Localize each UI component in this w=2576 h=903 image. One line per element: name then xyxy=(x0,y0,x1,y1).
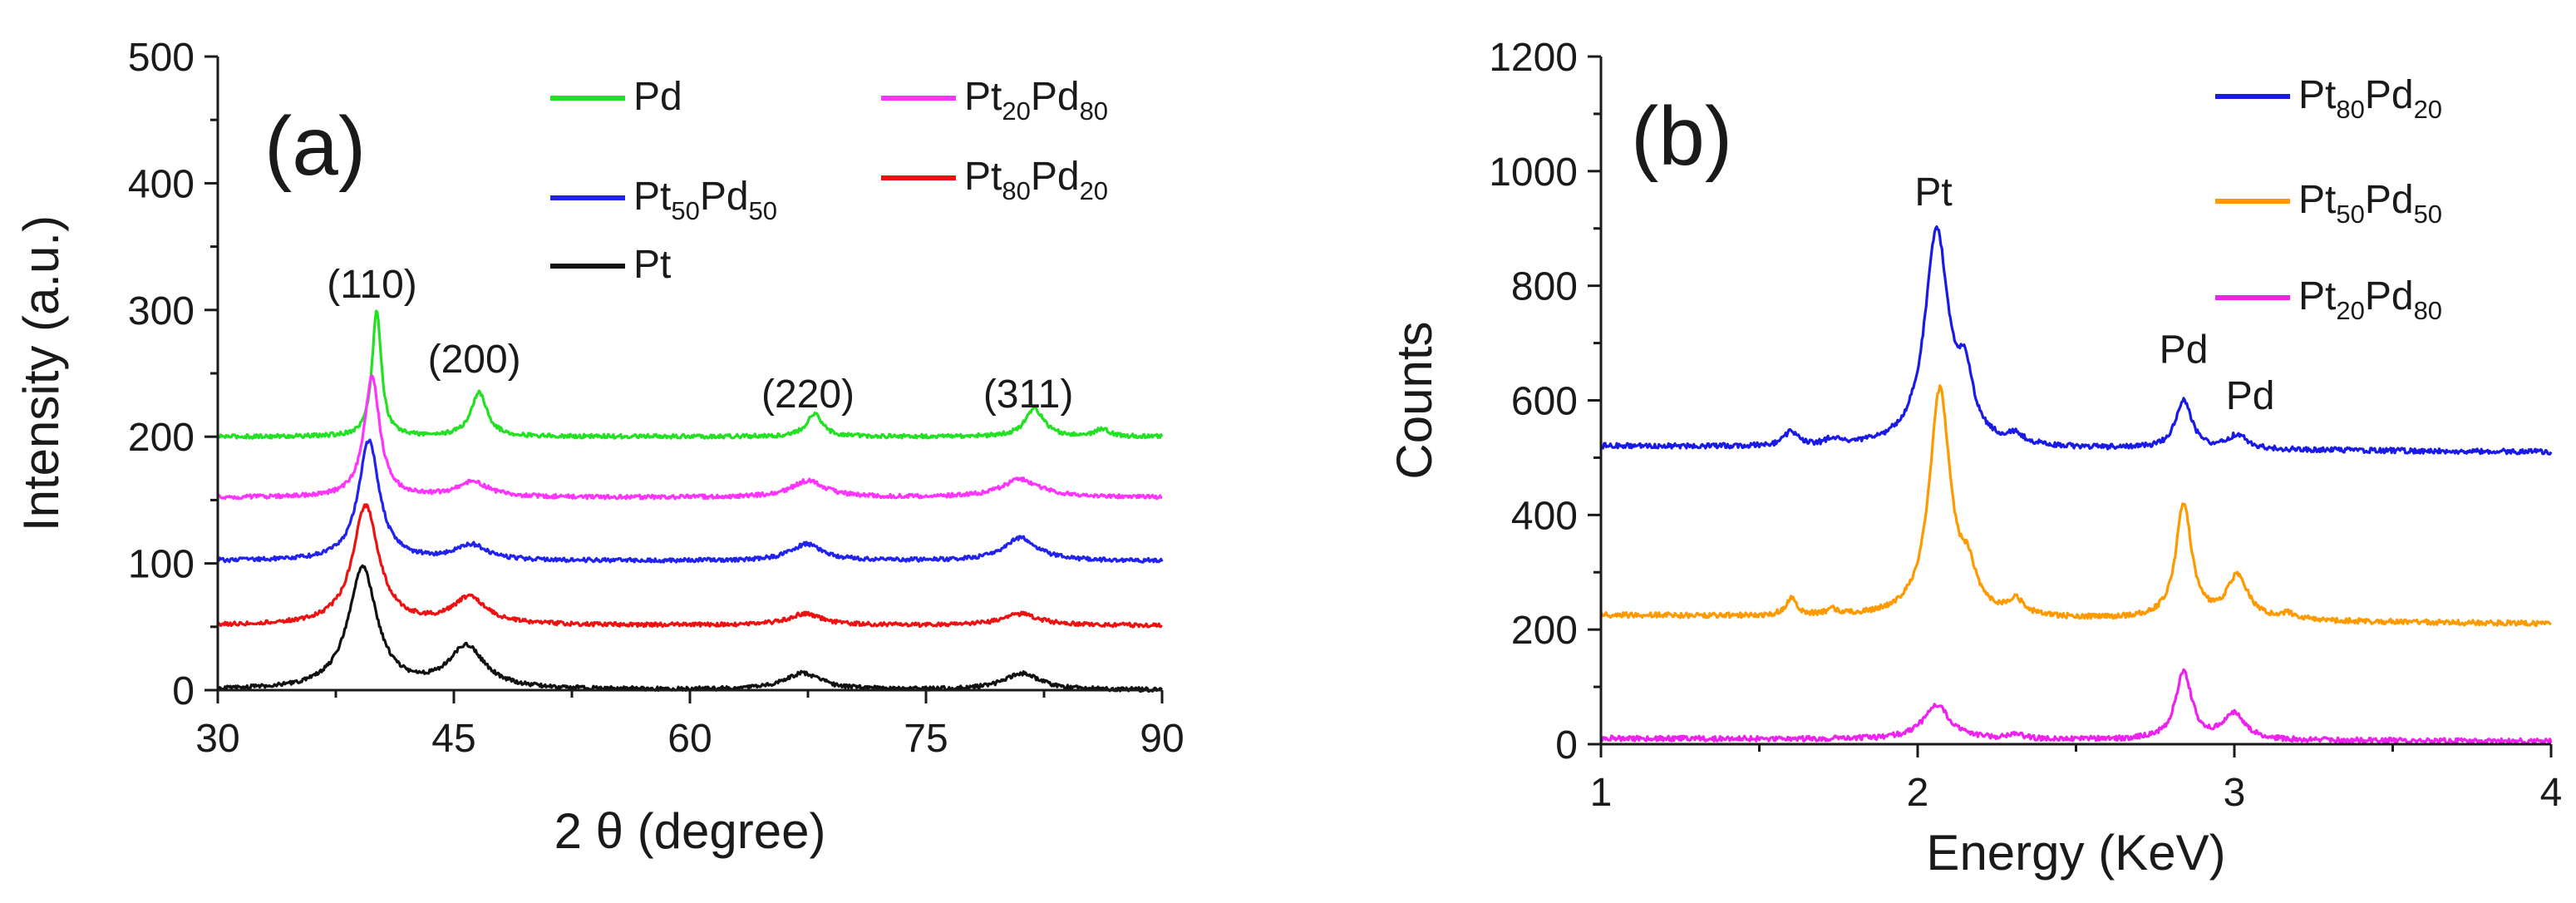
y-tick-label: 500 xyxy=(128,36,195,80)
legend-label-Pd: Pd xyxy=(633,75,682,119)
peak-label: (220) xyxy=(761,373,855,417)
legend: Pt80Pd20 Pt50Pd50 Pt20Pd80 xyxy=(2215,73,2442,325)
y-tick-label: 400 xyxy=(1511,494,1578,538)
y-axis-title: Counts xyxy=(1387,321,1442,479)
y-axis-title: Intensity (a.u.) xyxy=(13,215,69,531)
x-tick-label: 75 xyxy=(904,717,948,761)
x-tick-label: 30 xyxy=(195,717,239,761)
x-tick-label: 3 xyxy=(2224,771,2246,815)
x-tick-label: 4 xyxy=(2540,771,2563,815)
series-line-Pt xyxy=(216,564,1164,693)
chart-panel-a: 30 45 60 75 90 0 100 200 300 400 500 2 θ (degree) In… xyxy=(13,36,1185,859)
legend-label-Pt50Pd50: Pt50Pd50 xyxy=(2298,178,2442,229)
y-tick-label: 200 xyxy=(128,416,195,460)
x-tick-label: 90 xyxy=(1140,717,1184,761)
panel-label: (a) xyxy=(264,100,366,193)
chart-panel-b: 1 2 3 4 0 200 400 600 800 1000 1200 Energy (KeV) Cou… xyxy=(1387,36,2562,881)
x-axis-title: Energy (KeV) xyxy=(1926,825,2225,881)
legend-label-Pt20Pd80: Pt20Pd80 xyxy=(964,75,1108,126)
x-tick-label: 2 xyxy=(1907,771,1929,815)
series-line-Pt20Pd80 xyxy=(1600,668,2553,745)
legend: Pd Pt20Pd80 Pt50Pd50 Pt80Pd20 Pt xyxy=(550,75,1108,287)
peak-label: (110) xyxy=(327,263,417,307)
peak-label: Pt xyxy=(1914,170,1952,215)
series-line-Pt50Pd50 xyxy=(216,438,1164,564)
series-line-Pt80Pd20 xyxy=(1599,225,2553,456)
series-line-Pt80Pd20 xyxy=(217,503,1163,629)
legend-label-Pt50Pd50: Pt50Pd50 xyxy=(633,175,777,225)
peak-label: (200) xyxy=(428,338,521,382)
peak-label: (311) xyxy=(983,373,1074,417)
y-tick-label: 0 xyxy=(1555,723,1578,767)
panel-label: (b) xyxy=(1631,90,1732,183)
series-line-Pd xyxy=(217,309,1164,440)
peak-label: Pd xyxy=(2226,374,2275,418)
legend-label-Pt: Pt xyxy=(633,243,671,287)
y-tick-label: 200 xyxy=(1511,609,1578,653)
y-tick-label: 400 xyxy=(128,162,195,206)
legend-label-Pt20Pd80: Pt20Pd80 xyxy=(2298,274,2442,325)
y-tick-label: 100 xyxy=(128,543,195,587)
y-tick-label: 300 xyxy=(128,289,195,333)
legend-label-Pt80Pd20: Pt80Pd20 xyxy=(2298,73,2442,124)
x-tick-label: 1 xyxy=(1590,771,1613,815)
peak-label: Pd xyxy=(2160,328,2209,373)
series-line-Pt50Pd50 xyxy=(1599,384,2552,628)
x-axis-title: 2 θ (degree) xyxy=(554,803,826,859)
series-line-Pt20Pd80 xyxy=(216,374,1163,501)
y-tick-label: 800 xyxy=(1511,265,1578,309)
y-tick-label: 600 xyxy=(1511,380,1578,424)
y-tick-label: 1000 xyxy=(1489,150,1578,195)
legend-label-Pt80Pd20: Pt80Pd20 xyxy=(964,155,1108,205)
y-tick-label: 0 xyxy=(172,669,195,713)
x-tick-label: 60 xyxy=(667,717,712,761)
y-tick-label: 1200 xyxy=(1489,36,1578,80)
x-tick-label: 45 xyxy=(431,717,475,761)
